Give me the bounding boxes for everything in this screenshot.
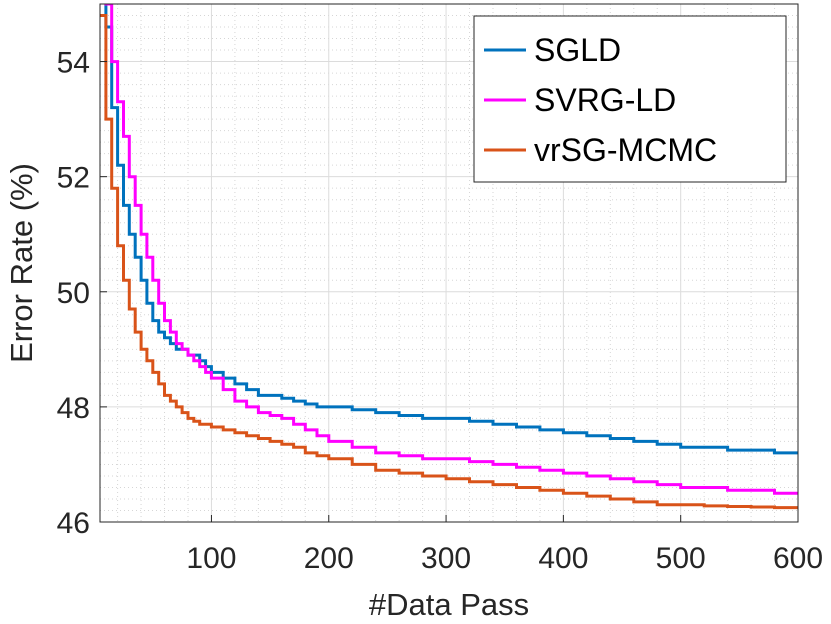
x-axis-ticks: 100 200 300 400 500 600	[186, 515, 823, 575]
y-axis-ticks: 46 48 50 52 54	[57, 47, 107, 540]
x-tick-label: 200	[304, 542, 354, 575]
x-tick-label: 300	[421, 542, 471, 575]
minor-grid	[100, 4, 798, 522]
plot-frame	[99, 3, 799, 523]
y-tick-label: 50	[57, 277, 90, 310]
y-tick-label: 48	[57, 392, 90, 425]
x-tick-label: 600	[773, 542, 823, 575]
legend-label-svrg-ld: SVRG-LD	[534, 82, 676, 118]
x-tick-label: 100	[186, 542, 236, 575]
legend-label-vrsg-mcmc: vrSG-MCMC	[534, 132, 717, 168]
series-line-vrsg-mcmc	[100, 14, 798, 510]
y-tick-label: 52	[57, 162, 90, 195]
x-tick-label: 500	[656, 542, 706, 575]
series-line-svrg-ld	[104, 4, 798, 495]
x-tick-label: 400	[538, 542, 588, 575]
x-axis-title: #Data Pass	[369, 587, 529, 622]
legend-label-sgld: SGLD	[534, 32, 621, 68]
series-layer	[100, 4, 798, 510]
y-tick-label: 54	[57, 47, 90, 80]
series-line-sgld	[104, 4, 798, 455]
y-axis-title: Error Rate (%)	[4, 163, 39, 363]
y-tick-label: 46	[57, 507, 90, 540]
legend: SGLD SVRG-LD vrSG-MCMC	[473, 15, 787, 183]
